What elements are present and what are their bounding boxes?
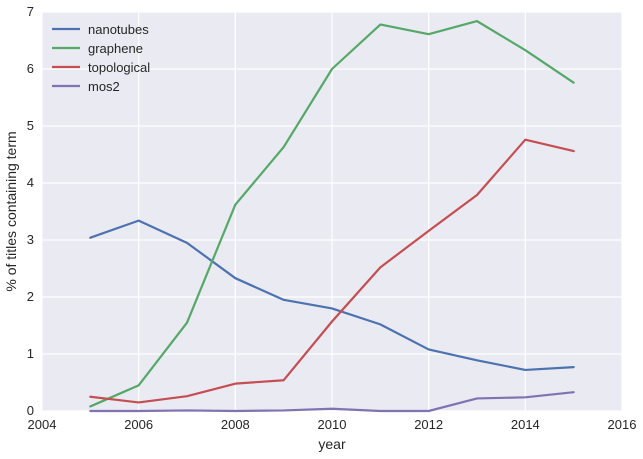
y-tick-label: 5 <box>27 118 34 133</box>
y-tick-label: 7 <box>27 4 34 19</box>
series-lines <box>89 20 575 413</box>
x-tick-label: 2004 <box>28 417 57 432</box>
y-tick-labels: 0 1 2 3 4 5 6 7 <box>27 4 34 418</box>
x-tick-label: 2014 <box>511 417 540 432</box>
series-line-graphene <box>89 20 575 408</box>
y-tick-label: 3 <box>27 232 34 247</box>
x-tick-labels: 2004 2006 2008 2010 2012 2014 2016 <box>28 417 637 432</box>
legend-label-topological: topological <box>88 60 150 75</box>
x-tick-label: 2012 <box>414 417 443 432</box>
y-tick-label: 4 <box>27 175 34 190</box>
x-tick-label: 2008 <box>221 417 250 432</box>
legend-label-nanotubes: nanotubes <box>88 22 149 37</box>
y-tick-label: 1 <box>27 346 34 361</box>
legend: nanotubes graphene topological mos2 <box>52 22 150 94</box>
x-axis-label: year <box>318 436 346 452</box>
y-tick-label: 6 <box>27 61 34 76</box>
x-tick-label: 2010 <box>318 417 347 432</box>
legend-label-mos2: mos2 <box>88 79 120 94</box>
series-line-mos2 <box>89 391 575 413</box>
legend-label-graphene: graphene <box>88 41 143 56</box>
y-tick-label: 2 <box>27 289 34 304</box>
y-axis-label: % of titles containing term <box>3 131 19 291</box>
series-line-topological <box>89 138 575 404</box>
x-tick-label: 2006 <box>124 417 153 432</box>
series-line-nanotubes <box>89 219 575 372</box>
y-tick-label: 0 <box>27 403 34 418</box>
x-tick-label: 2016 <box>608 417 637 432</box>
